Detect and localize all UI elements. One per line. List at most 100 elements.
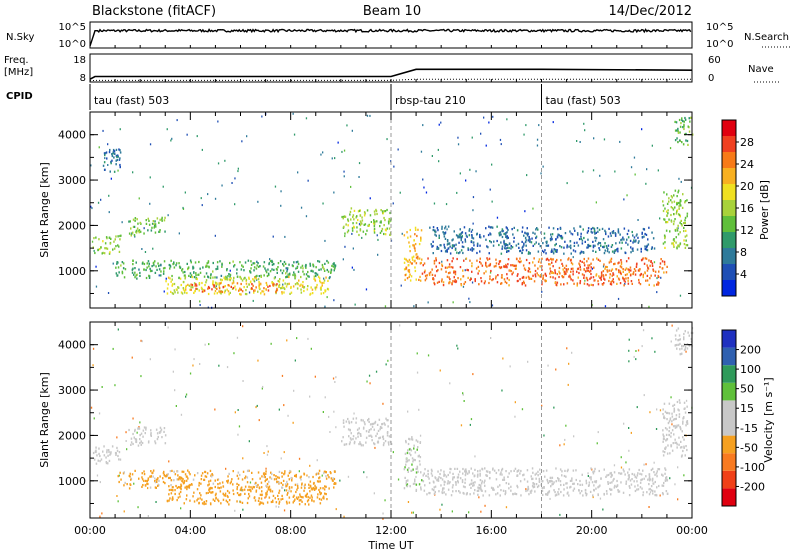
data-cell (679, 125, 682, 128)
data-cell (318, 469, 321, 472)
data-cell (614, 262, 616, 265)
data-cell (552, 271, 555, 275)
data-cell (167, 473, 169, 476)
data-cell (422, 480, 425, 483)
data-cell (373, 222, 376, 226)
data-cell (374, 220, 376, 223)
data-cell (292, 285, 295, 288)
data-cell (492, 244, 495, 247)
data-cell (285, 500, 288, 503)
data-cell (371, 439, 373, 442)
scatter-cell (407, 501, 410, 503)
data-cell (501, 228, 504, 231)
data-cell (281, 272, 284, 275)
data-cell (292, 265, 294, 268)
data-cell (108, 236, 111, 239)
data-cell (672, 442, 674, 445)
data-cell (444, 247, 446, 250)
data-cell (228, 278, 231, 281)
data-cell (565, 272, 567, 275)
scatter-cell (480, 132, 482, 135)
data-cell (678, 399, 681, 402)
scatter-cell (441, 503, 443, 506)
data-cell (376, 220, 378, 223)
data-cell (645, 279, 647, 282)
data-cell (464, 478, 467, 481)
data-cell (517, 273, 519, 276)
data-cell (638, 278, 640, 282)
data-cell (531, 477, 533, 481)
data-cell (428, 491, 430, 495)
data-cell (619, 282, 622, 285)
scatter-cell (334, 381, 336, 383)
data-cell (164, 230, 166, 233)
data-cell (250, 267, 252, 270)
data-cell (408, 270, 411, 274)
data-cell (620, 259, 622, 262)
data-cell (229, 275, 231, 278)
data-cell (367, 224, 369, 227)
data-cell (612, 281, 615, 284)
data-cell (667, 212, 669, 215)
data-cell (431, 273, 434, 276)
data-cell (433, 489, 435, 492)
data-cell (491, 226, 494, 229)
data-cell (442, 487, 444, 490)
data-cell (438, 490, 440, 493)
data-cell (686, 405, 688, 408)
data-cell (95, 446, 97, 449)
data-cell (480, 482, 483, 485)
data-cell (228, 472, 230, 475)
scatter-cell (351, 129, 353, 132)
scatter-cell (95, 265, 97, 268)
data-cell (205, 502, 207, 505)
scatter-cell (107, 143, 109, 146)
data-cell (559, 468, 562, 471)
data-cell (193, 500, 196, 503)
data-cell (473, 484, 475, 487)
data-cell (590, 230, 592, 233)
data-cell (140, 432, 143, 435)
data-cell (212, 276, 214, 279)
scatter-cell (90, 205, 92, 208)
data-cell (137, 427, 139, 430)
data-cell (629, 266, 632, 269)
data-cell (233, 276, 235, 279)
data-cell (209, 479, 212, 482)
scatter-cell (293, 133, 296, 136)
scatter-cell (141, 248, 143, 250)
data-cell (541, 489, 544, 492)
data-cell (476, 474, 479, 477)
data-cell (654, 473, 656, 476)
data-cell (142, 429, 145, 432)
data-cell (666, 221, 669, 224)
data-cell (110, 160, 112, 163)
data-cell (464, 468, 467, 471)
data-cell (505, 281, 508, 285)
nave-line (89, 78, 692, 82)
data-cell (533, 280, 536, 283)
data-cell (417, 440, 419, 443)
data-cell (651, 231, 653, 234)
data-cell (685, 421, 688, 424)
data-cell (406, 259, 408, 262)
data-cell (327, 279, 329, 282)
data-cell (247, 497, 249, 500)
data-cell (133, 225, 136, 228)
data-cell (644, 272, 646, 275)
data-cell (478, 269, 480, 273)
data-cell (156, 438, 159, 441)
data-cell (168, 499, 170, 502)
data-cell (442, 281, 445, 284)
data-cell (253, 279, 255, 282)
data-cell (663, 417, 666, 420)
data-cell (581, 273, 584, 276)
data-cell (436, 281, 439, 284)
data-cell (604, 229, 606, 232)
data-cell (680, 223, 683, 226)
data-cell (592, 472, 595, 475)
data-cell (424, 468, 426, 471)
cpid-segment-label: rbsp-tau 210 (395, 94, 466, 107)
data-cell (275, 290, 277, 294)
data-cell (203, 500, 205, 504)
